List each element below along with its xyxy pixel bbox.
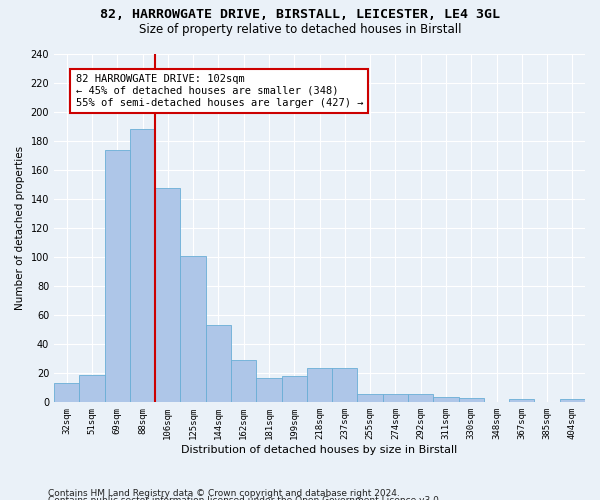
Text: 82, HARROWGATE DRIVE, BIRSTALL, LEICESTER, LE4 3GL: 82, HARROWGATE DRIVE, BIRSTALL, LEICESTE…	[100, 8, 500, 20]
X-axis label: Distribution of detached houses by size in Birstall: Distribution of detached houses by size …	[181, 445, 458, 455]
Text: 82 HARROWGATE DRIVE: 102sqm
← 45% of detached houses are smaller (348)
55% of se: 82 HARROWGATE DRIVE: 102sqm ← 45% of det…	[76, 74, 363, 108]
Text: Size of property relative to detached houses in Birstall: Size of property relative to detached ho…	[139, 22, 461, 36]
Bar	[130, 130, 155, 402]
Bar	[560, 400, 585, 402]
Bar	[433, 396, 458, 402]
Bar	[383, 394, 408, 402]
Bar	[307, 368, 332, 402]
Bar	[256, 378, 281, 402]
Bar	[155, 188, 181, 402]
Text: Contains public sector information licensed under the Open Government Licence v3: Contains public sector information licen…	[48, 496, 442, 500]
Bar	[79, 375, 104, 402]
Bar	[458, 398, 484, 402]
Text: Contains HM Land Registry data © Crown copyright and database right 2024.: Contains HM Land Registry data © Crown c…	[48, 488, 400, 498]
Y-axis label: Number of detached properties: Number of detached properties	[15, 146, 25, 310]
Bar	[358, 394, 383, 402]
Bar	[206, 326, 231, 402]
Bar	[332, 368, 358, 402]
Bar	[181, 256, 206, 402]
Bar	[509, 400, 535, 402]
Bar	[54, 384, 79, 402]
Bar	[281, 376, 307, 402]
Bar	[231, 360, 256, 403]
Bar	[408, 394, 433, 402]
Bar	[104, 150, 130, 403]
